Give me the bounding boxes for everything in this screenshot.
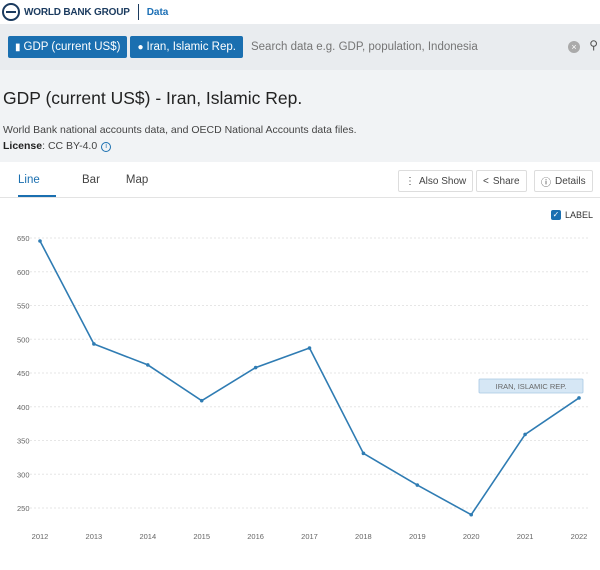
details-label: Details <box>555 175 586 187</box>
location-pin-icon: ● <box>137 41 144 53</box>
license-value: : CC BY-4.0 <box>42 140 98 152</box>
tab-map[interactable]: Map <box>125 174 149 186</box>
y-tick-label: 450 <box>17 369 30 378</box>
top-bar: WORLD BANK GROUP Data <box>0 0 600 24</box>
y-tick-label: 600 <box>17 268 30 277</box>
title-section: GDP (current US$) - Iran, Islamic Rep. W… <box>0 70 600 162</box>
label-toggle[interactable]: ✓ LABEL <box>551 210 593 220</box>
series-label-text: IRAN, ISLAMIC REP. <box>496 382 567 391</box>
x-tick-label: 2020 <box>463 532 480 541</box>
y-axis-ticks: 250 300 350 400 450 500 550 600 650 <box>17 234 30 513</box>
x-tick-label: 2021 <box>517 532 534 541</box>
share-icon: < <box>483 175 489 187</box>
data-section-link[interactable]: Data <box>146 6 169 18</box>
indicator-chip-label: GDP (current US$) <box>23 41 121 53</box>
data-point[interactable] <box>307 346 312 350</box>
tab-bar[interactable]: Bar <box>82 174 100 186</box>
chart-tabs: Line Bar Map ⋮ Also Show < Share ⓘ Detai… <box>0 162 600 198</box>
data-point[interactable] <box>38 239 42 243</box>
data-point[interactable] <box>92 342 96 346</box>
series-label: IRAN, ISLAMIC REP. <box>478 378 584 394</box>
bar-chart-icon: ▮ <box>15 41 21 53</box>
y-tick-label: 400 <box>17 403 30 412</box>
y-tick-label: 250 <box>17 504 30 513</box>
data-point[interactable] <box>361 451 366 456</box>
x-tick-label: 2018 <box>355 532 372 541</box>
page-title: GDP (current US$) - Iran, Islamic Rep. <box>3 88 303 108</box>
x-tick-label: 2017 <box>301 532 318 541</box>
series-label-box <box>478 378 584 394</box>
world-bank-logo-icon[interactable] <box>2 3 20 21</box>
info-circle-icon: ⓘ <box>541 177 551 189</box>
grid-lines <box>30 237 590 509</box>
share-label: Share <box>492 175 520 187</box>
license-line: License: CC BY-4.0 i <box>3 140 597 152</box>
also-show-button[interactable]: ⋮ Also Show <box>398 170 474 192</box>
search-icon[interactable]: ⚲ <box>589 38 598 52</box>
brand-divider <box>137 4 139 20</box>
details-button[interactable]: ⓘ Details <box>534 170 593 192</box>
more-vertical-icon: ⋮ <box>405 175 415 187</box>
y-tick-label: 650 <box>17 234 30 243</box>
data-point[interactable] <box>469 512 474 517</box>
y-tick-label: 300 <box>17 470 30 479</box>
data-point[interactable] <box>523 432 527 437</box>
data-point[interactable] <box>577 396 581 400</box>
x-tick-label: 2022 <box>571 532 588 541</box>
search-bar: ▮ GDP (current US$) ● Iran, Islamic Rep.… <box>0 24 600 70</box>
data-points <box>38 239 581 517</box>
data-point[interactable] <box>415 483 420 487</box>
y-tick-label: 550 <box>17 302 30 311</box>
y-tick-label: 500 <box>17 335 30 344</box>
info-icon[interactable]: i <box>101 142 112 152</box>
source-text: World Bank national accounts data, and O… <box>3 124 357 136</box>
clear-search-icon[interactable]: × <box>568 41 580 53</box>
country-chip-label: Iran, Islamic Rep. <box>146 41 236 53</box>
share-button[interactable]: < Share <box>476 170 527 192</box>
y-tick-label: 350 <box>17 437 30 446</box>
x-tick-label: 2013 <box>86 532 103 541</box>
search-input[interactable] <box>250 41 551 53</box>
series-line <box>39 240 580 516</box>
data-point[interactable] <box>199 398 204 403</box>
data-point[interactable] <box>253 365 258 370</box>
also-show-label: Also Show <box>419 175 467 187</box>
tab-line[interactable]: Line <box>18 174 56 197</box>
license-label: License <box>3 140 43 152</box>
brand-name[interactable]: WORLD BANK GROUP <box>24 6 130 18</box>
x-tick-label: 2019 <box>409 532 426 541</box>
x-tick-label: 2012 <box>32 532 49 541</box>
label-toggle-text: LABEL <box>565 210 594 220</box>
x-tick-label: 2016 <box>247 532 264 541</box>
data-point[interactable] <box>146 363 150 367</box>
indicator-chip[interactable]: ▮ GDP (current US$) <box>8 36 128 58</box>
label-checkbox[interactable]: ✓ <box>551 210 561 220</box>
x-tick-label: 2015 <box>193 532 210 541</box>
x-axis-ticks: 2012 2013 2014 2015 2016 2017 2018 2019 2020 2021… <box>32 532 588 541</box>
country-chip[interactable]: ● Iran, Islamic Rep. <box>130 36 243 58</box>
chart-panel: Line Bar Map ⋮ Also Show < Share ⓘ Detai… <box>0 162 600 570</box>
x-tick-label: 2014 <box>139 532 156 541</box>
